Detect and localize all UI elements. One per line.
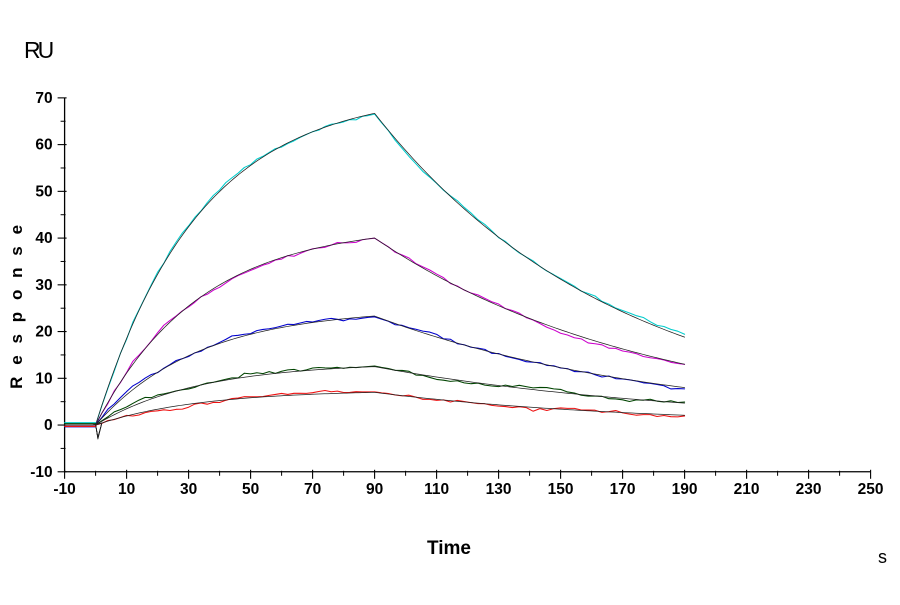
svg-text:70: 70	[304, 481, 321, 498]
svg-text:RU: RU	[24, 37, 53, 63]
svg-text:10: 10	[35, 370, 52, 387]
svg-text:60: 60	[35, 137, 52, 154]
svg-text:150: 150	[548, 481, 574, 498]
svg-text:0: 0	[44, 417, 53, 434]
svg-text:30: 30	[35, 277, 52, 294]
svg-text:90: 90	[366, 481, 383, 498]
svg-text:50: 50	[35, 183, 52, 200]
svg-text:Time: Time	[427, 538, 471, 559]
svg-text:110: 110	[424, 481, 449, 498]
svg-text:s: s	[878, 547, 887, 567]
svg-text:250: 250	[858, 481, 884, 498]
svg-text:230: 230	[796, 481, 822, 498]
svg-text:170: 170	[610, 481, 636, 498]
svg-text:-10: -10	[53, 481, 75, 498]
svg-text:20: 20	[35, 324, 52, 341]
svg-text:30: 30	[180, 481, 197, 498]
svg-text:70: 70	[35, 90, 52, 107]
svg-text:40: 40	[35, 230, 52, 247]
svg-text:10: 10	[118, 481, 135, 498]
svg-text:210: 210	[734, 481, 760, 498]
svg-text:130: 130	[486, 481, 512, 498]
svg-text:Response: Response	[7, 213, 26, 389]
svg-text:50: 50	[242, 481, 259, 498]
svg-text:190: 190	[672, 481, 698, 498]
svg-text:-10: -10	[30, 464, 52, 481]
